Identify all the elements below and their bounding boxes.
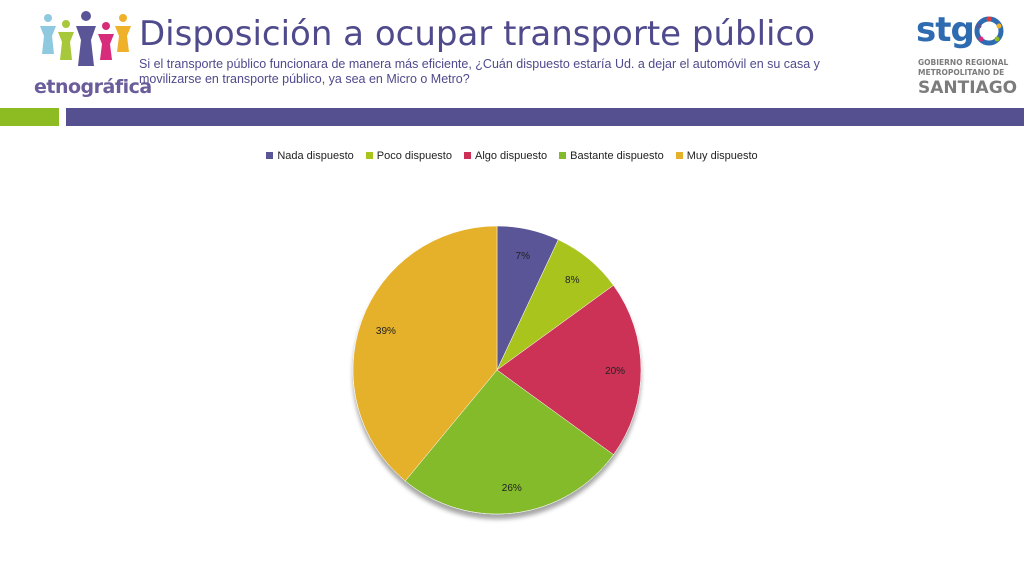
legend-label: Poco dispuesto	[376, 150, 452, 162]
legend-item: Nada dispuesto	[266, 150, 354, 162]
pie-data-labels: 7% 8% 20% 26% 39%	[376, 251, 625, 494]
legend-item: Algo dispuesto	[463, 150, 548, 162]
people-figures-icon	[40, 11, 131, 66]
page-title: Disposición a ocupar transporte público	[139, 14, 815, 54]
stgo-logo-text: stg	[916, 10, 975, 50]
star-wheel-icon	[974, 16, 1004, 46]
legend-swatch	[266, 151, 274, 159]
pie-slices	[352, 225, 642, 515]
pie-data-label: 20%	[605, 366, 625, 377]
stgo-line-3: SANTIAGO	[918, 78, 1018, 98]
legend-item: Bastante dispuesto	[559, 150, 664, 162]
pie-data-label: 7%	[516, 251, 531, 262]
legend-label: Algo dispuesto	[474, 150, 548, 162]
legend-swatch	[365, 151, 373, 159]
header-band-green	[0, 108, 59, 126]
legend-swatch	[463, 151, 471, 159]
legend-item: Poco dispuesto	[365, 150, 452, 162]
legend-item: Muy dispuesto	[675, 150, 758, 162]
legend-label: Nada dispuesto	[277, 150, 354, 162]
header-band-purple	[66, 108, 1024, 126]
legend-label: Muy dispuesto	[686, 150, 758, 162]
chart-legend: Nada dispuesto Poco dispuesto Algo dispues…	[0, 150, 1024, 162]
legend-swatch	[559, 151, 567, 159]
stgo-logo: stg GOBIERNO REGIONAL METROPOLITANO DE S…	[906, 10, 1018, 100]
pie-data-label: 26%	[502, 483, 522, 494]
pie-data-label: 8%	[565, 275, 580, 286]
pie-slice-muy-dispuesto	[352, 225, 498, 482]
legend-label: Bastante dispuesto	[570, 150, 664, 162]
pie-slice-bastante-dispuesto	[404, 369, 614, 515]
pie-data-label: 39%	[376, 326, 396, 337]
pie-slice-algo-dispuesto	[496, 285, 642, 455]
etnografica-logo-text: etnográfica	[34, 76, 152, 98]
legend-swatch	[675, 151, 683, 159]
stgo-line-2: METROPOLITANO DE	[918, 68, 1005, 77]
stgo-line-1: GOBIERNO REGIONAL	[918, 58, 1009, 67]
header: etnográfica Disposición a ocupar transpo…	[0, 0, 1024, 108]
etnografica-logo: etnográfica	[34, 10, 152, 102]
page-subtitle: Si el transporte público funcionara de m…	[139, 57, 820, 86]
